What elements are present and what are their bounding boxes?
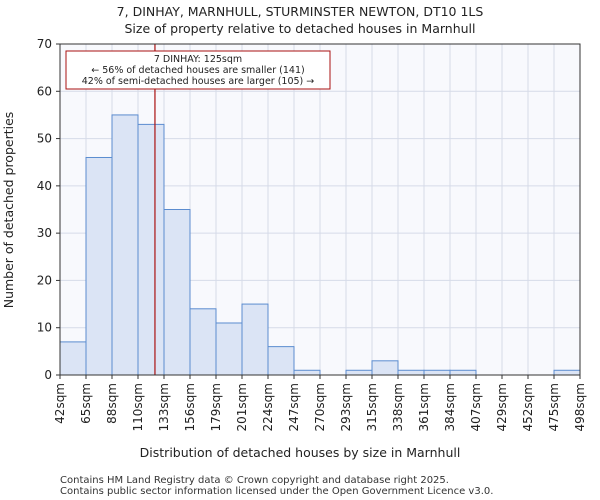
- x-tick-label: 42sqm: [53, 383, 67, 424]
- y-tick-label: 50: [37, 132, 52, 146]
- x-tick-label: 224sqm: [261, 383, 275, 431]
- x-tick-label: 293sqm: [339, 383, 353, 431]
- x-axis-ticks: 42sqm 65sqm 88sqm 110sqm 133sqm 156sqm 179sqm 2…: [53, 375, 587, 431]
- y-tick-label: 0: [44, 368, 52, 382]
- bar: [241, 303, 269, 376]
- bar: [397, 369, 425, 376]
- x-tick-label: 179sqm: [209, 383, 223, 431]
- footer-line2: Contains public sector information licen…: [60, 486, 493, 497]
- y-tick-label: 60: [37, 84, 52, 98]
- bar: [345, 369, 373, 376]
- bar: [449, 369, 477, 376]
- x-axis-label: Distribution of detached houses by size …: [140, 445, 461, 460]
- chart-title-line1: 7, DINHAY, MARNHULL, STURMINSTER NEWTON,…: [117, 4, 484, 19]
- bar: [111, 114, 139, 376]
- x-tick-label: 88sqm: [105, 383, 119, 424]
- bar: [553, 369, 581, 376]
- bar: [163, 209, 191, 376]
- annotation-border: [65, 50, 331, 90]
- y-tick-label: 30: [37, 226, 52, 240]
- bar: [85, 156, 113, 376]
- annotation-box: 7 DINHAY: 125sqm ← 56% of detached house…: [65, 50, 331, 90]
- x-tick-label: 338sqm: [391, 383, 405, 431]
- x-tick-label: 407sqm: [469, 383, 483, 431]
- x-tick-label: 452sqm: [521, 383, 535, 431]
- x-tick-label: 384sqm: [443, 383, 457, 431]
- footer-line1: Contains HM Land Registry data © Crown c…: [60, 475, 449, 486]
- bars-layer: [59, 114, 581, 376]
- y-tick-label: 20: [37, 273, 52, 287]
- x-tick-label: 110sqm: [131, 383, 145, 431]
- x-tick-label: 156sqm: [183, 383, 197, 431]
- bar: [137, 123, 165, 376]
- y-axis-ticks: 0 10 20 30 40 50 60 70: [37, 37, 60, 382]
- y-tick-label: 40: [37, 179, 52, 193]
- x-tick-label: 201sqm: [235, 383, 249, 431]
- bar: [371, 360, 399, 376]
- x-tick-label: 247sqm: [287, 383, 301, 431]
- bar: [423, 369, 451, 376]
- x-tick-label: 133sqm: [157, 383, 171, 431]
- bar: [267, 346, 295, 376]
- x-tick-label: 498sqm: [573, 383, 587, 431]
- y-tick-label: 70: [37, 37, 52, 51]
- annotation-line2: ← 56% of detached houses are smaller (14…: [91, 65, 304, 76]
- x-tick-label: 475sqm: [547, 383, 561, 431]
- x-tick-label: 270sqm: [313, 383, 327, 431]
- bar: [59, 341, 87, 376]
- x-tick-label: 315sqm: [365, 383, 379, 431]
- chart-title-line2: Size of property relative to detached ho…: [125, 21, 476, 36]
- bar: [215, 322, 243, 376]
- x-tick-label: 65sqm: [79, 383, 93, 424]
- annotation-line1: 7 DINHAY: 125sqm: [154, 54, 242, 65]
- x-tick-label: 361sqm: [417, 383, 431, 431]
- bar: [293, 369, 321, 376]
- y-tick-label: 10: [37, 321, 52, 335]
- annotation-line3: 42% of semi-detached houses are larger (…: [82, 76, 315, 87]
- x-tick-label: 429sqm: [495, 383, 509, 431]
- y-axis-label: Number of detached properties: [1, 112, 16, 309]
- bar: [189, 308, 217, 376]
